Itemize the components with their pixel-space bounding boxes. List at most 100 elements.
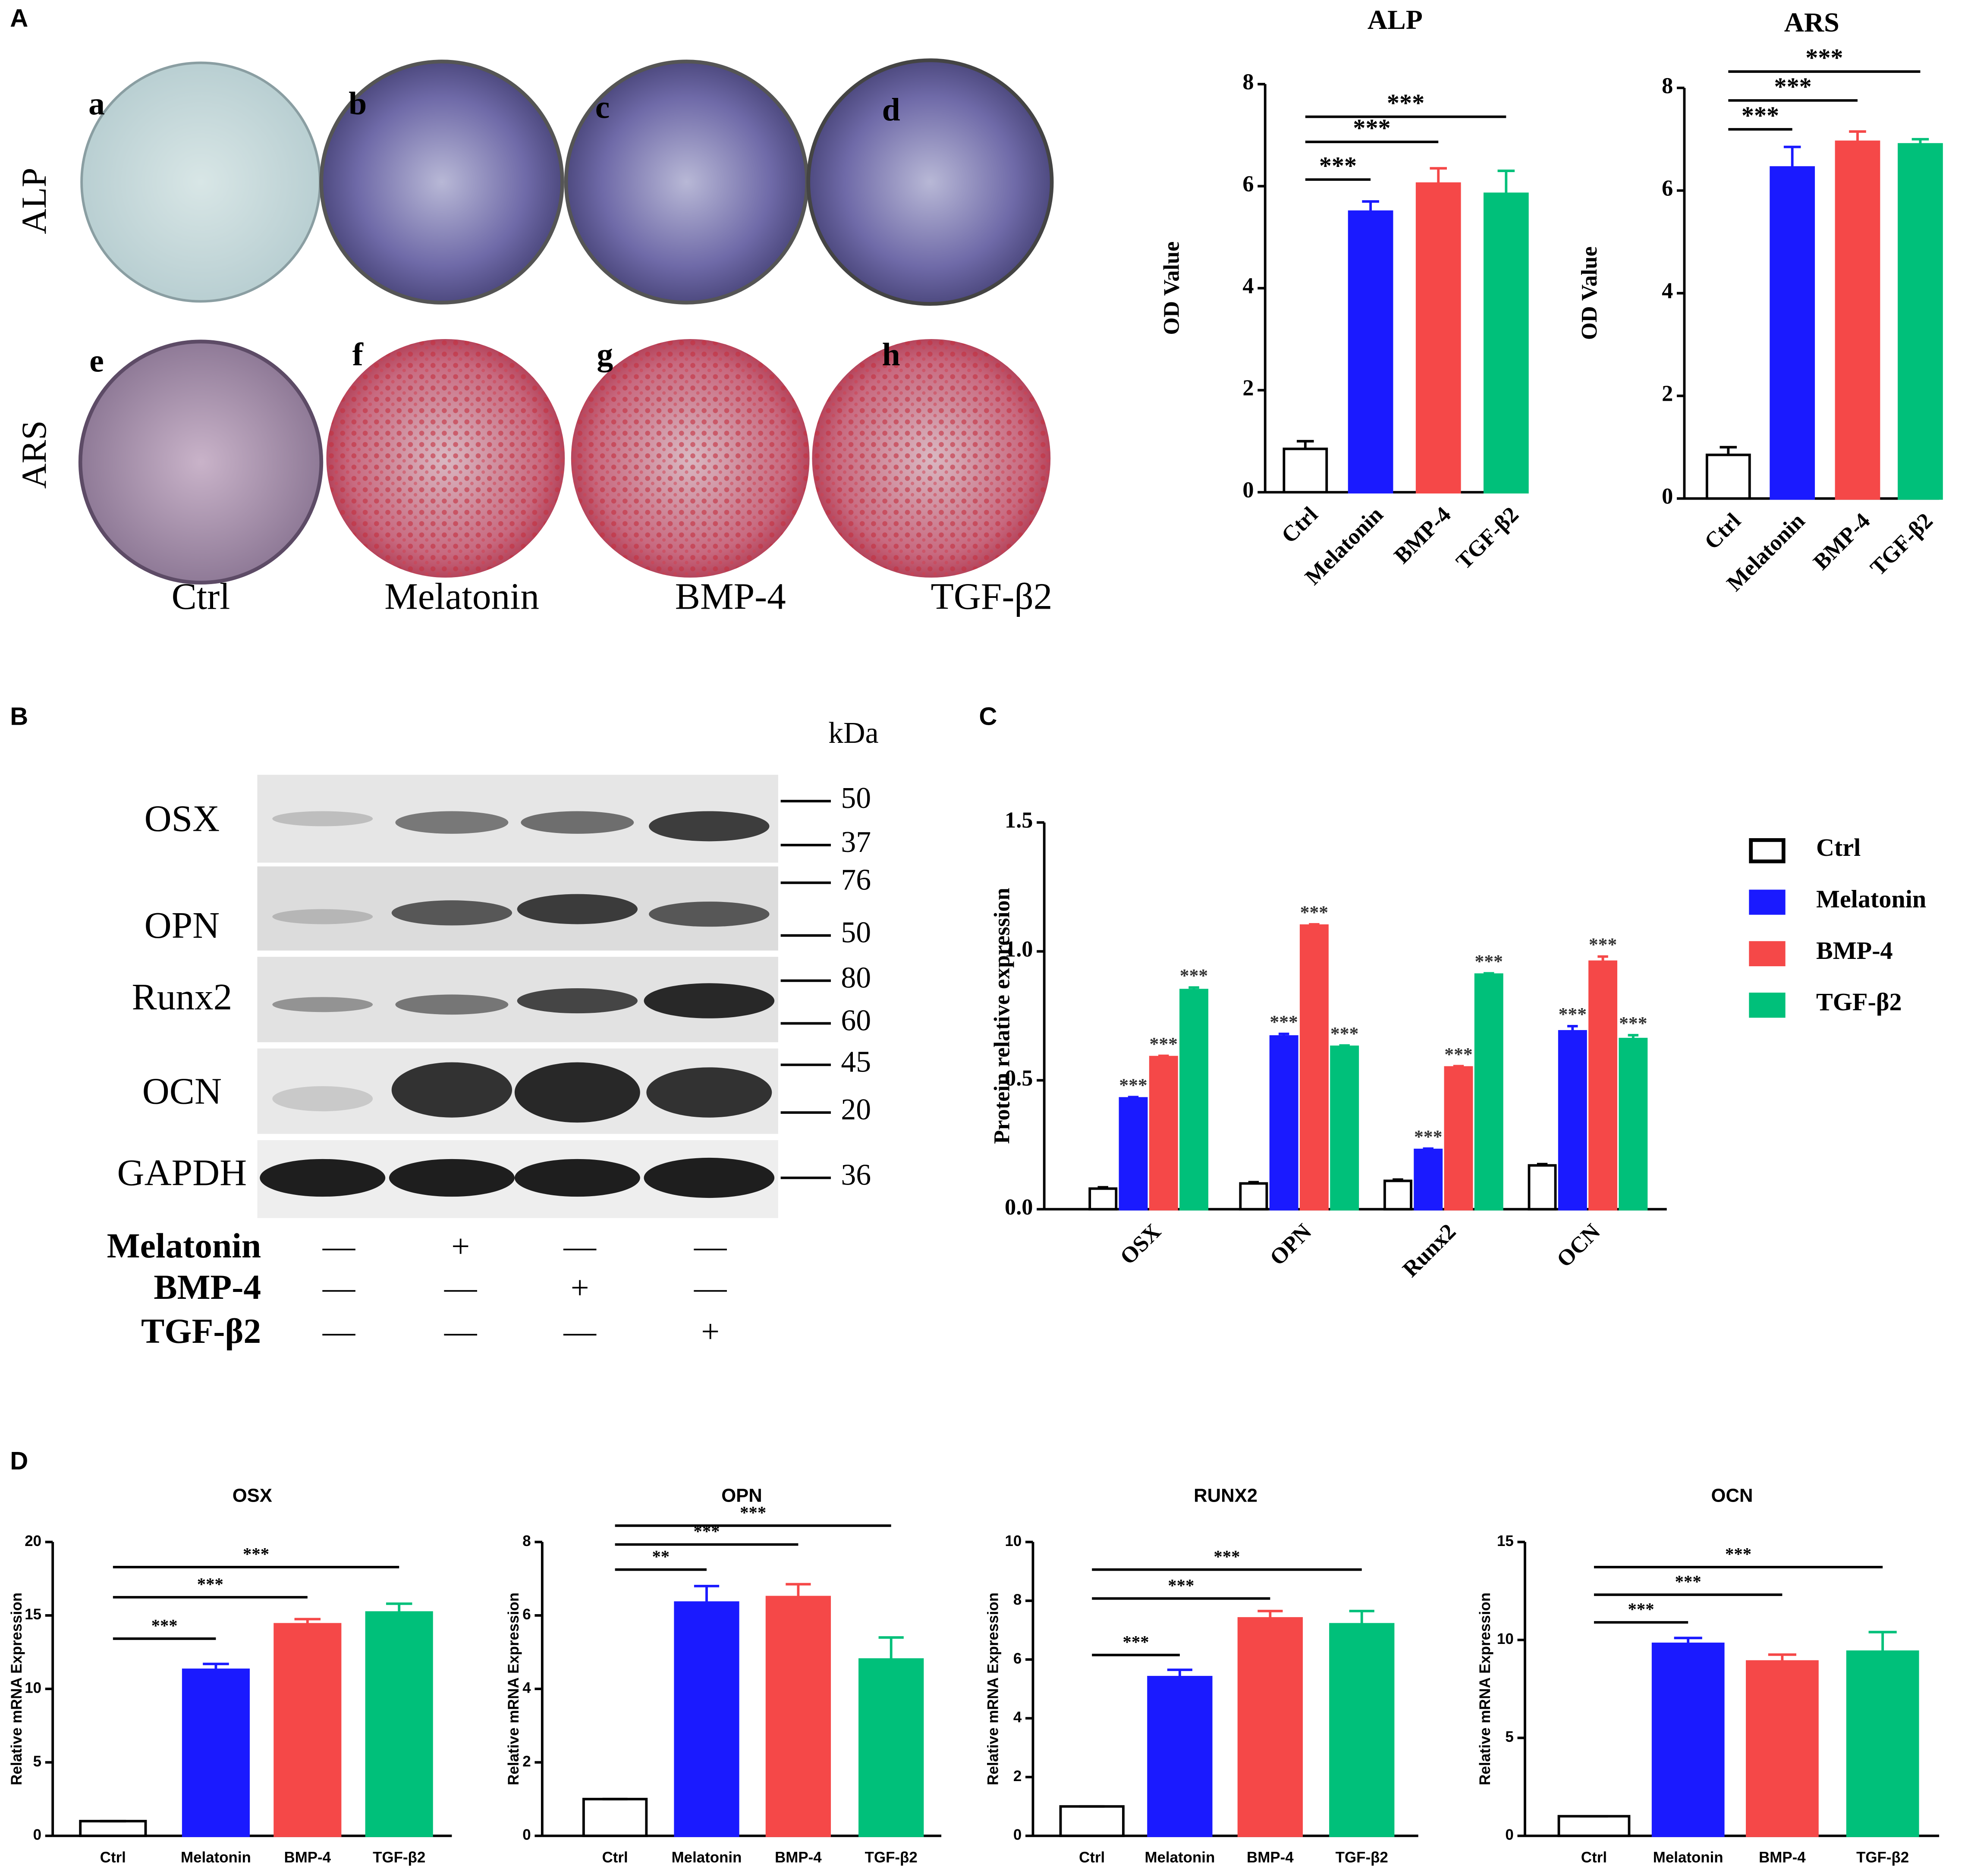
x-tick-label: BMP-4 xyxy=(1808,508,1875,575)
significance: *** xyxy=(1805,44,1843,72)
significance: *** xyxy=(1119,1075,1147,1096)
image-letter: d xyxy=(882,92,900,128)
error-bar xyxy=(294,1618,321,1625)
bar xyxy=(1588,960,1618,1211)
y-tick-label: 8 xyxy=(1662,73,1673,98)
bar xyxy=(274,1623,342,1837)
significance: *** xyxy=(1330,1023,1358,1044)
marker-label: 60 xyxy=(841,1004,871,1037)
bar xyxy=(1330,1045,1359,1211)
chart-title: OPN xyxy=(721,1485,762,1506)
protein-label: GAPDH xyxy=(117,1152,247,1194)
significance: *** xyxy=(243,1544,269,1564)
error-bar xyxy=(1567,1024,1578,1031)
protein-label: Runx2 xyxy=(132,976,232,1018)
x-tick-label: TGF-β2 xyxy=(1451,502,1523,575)
treatment-cell: — xyxy=(444,1314,478,1350)
y-tick-label: 10 xyxy=(1497,1631,1514,1647)
bar xyxy=(1059,1805,1125,1837)
significance: ** xyxy=(652,1547,670,1566)
column-label: BMP-4 xyxy=(675,575,786,617)
marker-label: 50 xyxy=(841,782,871,815)
image-letter: f xyxy=(352,337,364,373)
error-bar xyxy=(1097,1186,1108,1189)
dish xyxy=(571,339,810,578)
error-bar xyxy=(1188,986,1199,990)
panel-label: D xyxy=(10,1447,28,1475)
bar xyxy=(1483,192,1529,494)
x-tick-label: OCN xyxy=(1552,1219,1605,1272)
bar xyxy=(1237,1617,1303,1837)
chart-title: OCN xyxy=(1711,1485,1753,1506)
y-axis-label: Protein relative expression xyxy=(990,888,1015,1144)
chart-title: RUNX2 xyxy=(1194,1485,1258,1506)
error-bar xyxy=(1453,1065,1464,1068)
error-bar xyxy=(1393,1178,1403,1181)
y-tick-label: 0 xyxy=(1505,1826,1513,1843)
y-tick-label: 6 xyxy=(522,1606,531,1623)
y-tick-label: 5 xyxy=(1505,1728,1513,1745)
error-bar xyxy=(386,1602,412,1613)
treatment-label: Melatonin xyxy=(107,1226,261,1265)
bar xyxy=(674,1601,739,1837)
significance: *** xyxy=(1122,1632,1149,1652)
bar xyxy=(182,1669,250,1837)
chart-title: ALP xyxy=(1368,4,1423,35)
x-tick-label: Runx2 xyxy=(1398,1219,1461,1282)
bar xyxy=(1269,1035,1298,1211)
bar xyxy=(1119,1097,1148,1211)
y-tick-label: 6 xyxy=(1242,172,1254,197)
y-axis-label: OD Value xyxy=(1577,246,1602,340)
y-axis-label: Relative mRNA Expression xyxy=(985,1593,1002,1785)
marker-label: 37 xyxy=(841,826,871,859)
y-tick-label: 2 xyxy=(1013,1768,1022,1785)
chart-title: OSX xyxy=(233,1485,272,1506)
significance: *** xyxy=(197,1574,223,1594)
y-tick-label: 0 xyxy=(522,1826,531,1843)
y-tick-label: 5 xyxy=(33,1753,41,1770)
column-label: Ctrl xyxy=(172,575,230,617)
y-tick-label: 2 xyxy=(522,1753,531,1770)
bar xyxy=(1348,210,1393,494)
y-tick-label: 0 xyxy=(1013,1826,1022,1843)
y-tick-label: 8 xyxy=(1013,1591,1022,1608)
x-tick-label: Ctrl xyxy=(602,1849,628,1866)
x-tick-label: BMP-4 xyxy=(284,1849,331,1866)
panel-label: A xyxy=(10,4,28,32)
error-bar xyxy=(878,1636,904,1660)
bar xyxy=(1444,1066,1473,1211)
x-tick-label: Ctrl xyxy=(1581,1849,1607,1866)
treatment-cell: — xyxy=(322,1229,356,1264)
protein-label: OPN xyxy=(145,904,220,946)
x-tick-label: OPN xyxy=(1265,1219,1316,1270)
y-tick-label: 10 xyxy=(1005,1533,1022,1549)
bar xyxy=(1088,1187,1118,1211)
treatment-cell: — xyxy=(694,1270,727,1306)
bar xyxy=(79,1819,147,1837)
x-tick-label: TGF-β2 xyxy=(1856,1849,1909,1866)
error-bar xyxy=(1849,130,1866,142)
error-bar xyxy=(1768,1653,1796,1662)
bar xyxy=(1239,1182,1268,1211)
y-tick-label: 2 xyxy=(1662,381,1673,406)
y-tick-label: 0 xyxy=(1662,484,1673,509)
error-bar xyxy=(1258,1609,1283,1618)
x-tick-label: Melatonin xyxy=(1653,1849,1723,1866)
image-letter: c xyxy=(595,90,610,126)
significance: *** xyxy=(1300,902,1328,923)
significance: *** xyxy=(1180,965,1208,986)
error-bar xyxy=(1783,145,1801,168)
marker-label: 50 xyxy=(841,916,871,949)
y-tick-label: 15 xyxy=(25,1606,41,1623)
legend-swatch xyxy=(1749,838,1786,864)
bar xyxy=(1415,182,1461,494)
x-tick-label: Ctrl xyxy=(1079,1849,1105,1866)
bar xyxy=(1705,453,1751,500)
treatment-cell: + xyxy=(571,1270,589,1306)
bar xyxy=(1329,1623,1395,1837)
significance: *** xyxy=(1270,1012,1298,1033)
treatment-cell: — xyxy=(563,1229,597,1264)
dish xyxy=(326,339,565,578)
bar xyxy=(1147,1676,1213,1837)
